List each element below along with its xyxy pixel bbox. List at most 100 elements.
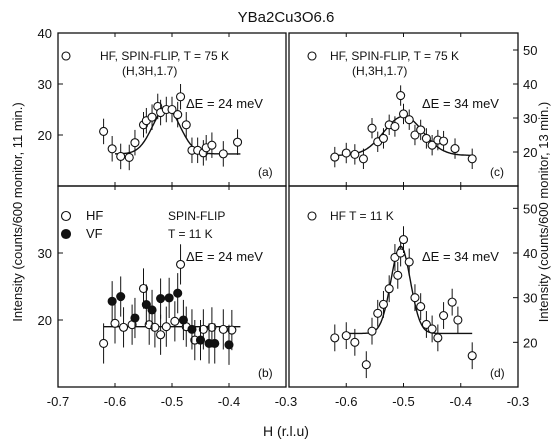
x-tick-label: -0.4 bbox=[218, 394, 240, 409]
panel-frame bbox=[288, 185, 519, 388]
y-tick-label: 20 bbox=[523, 335, 537, 350]
data-point-hf bbox=[227, 325, 237, 335]
data-point-hf bbox=[173, 110, 183, 120]
data-point-hf bbox=[396, 248, 406, 258]
data-point-hf bbox=[390, 121, 400, 132]
legend-label: HF bbox=[86, 208, 103, 223]
data-point-hf bbox=[433, 333, 443, 343]
legend-marker bbox=[307, 51, 317, 61]
y-tick-label: 50 bbox=[523, 201, 537, 216]
annotation: SPIN-FLIP bbox=[168, 209, 225, 223]
data-point-hf bbox=[398, 109, 409, 119]
data-point-hf bbox=[358, 154, 368, 164]
panel-label: (a) bbox=[258, 165, 273, 179]
data-point-hf bbox=[330, 152, 340, 162]
data-point-hf bbox=[156, 330, 166, 340]
y-tick-label: 40 bbox=[523, 246, 537, 261]
annotation: (H,3H,1.7) bbox=[352, 64, 407, 78]
data-point-hf bbox=[404, 257, 414, 267]
data-point-hf bbox=[384, 284, 394, 294]
legend-marker bbox=[307, 211, 317, 221]
data-point-hf bbox=[170, 316, 180, 326]
data-point-hf bbox=[373, 308, 383, 318]
y-axis-label-left: Intensity (counts/600 monitor, 11 min.) bbox=[10, 102, 25, 321]
data-point-hf bbox=[147, 112, 157, 122]
data-point-hf bbox=[207, 322, 217, 332]
data-point-hf bbox=[198, 324, 208, 334]
data-point-hf bbox=[119, 322, 129, 332]
x-tick-label: -0.7 bbox=[47, 394, 69, 409]
data-point-hf bbox=[378, 133, 389, 143]
y-tick-label: 30 bbox=[38, 77, 52, 92]
data-point-hf bbox=[341, 148, 351, 158]
y-tick-label: 30 bbox=[523, 111, 537, 126]
annotation: T = 11 K bbox=[168, 227, 213, 241]
panel-label: (d) bbox=[490, 366, 505, 380]
figure-title: YBa2Cu3O6.6 bbox=[238, 9, 335, 26]
annotation: ΔE = 24 meV bbox=[186, 249, 263, 264]
y-tick-label: 50 bbox=[523, 43, 537, 58]
y-tick-label: 20 bbox=[38, 313, 52, 328]
x-axis-label: H (r.l.u) bbox=[263, 423, 309, 439]
annotation: ΔE = 34 meV bbox=[422, 249, 499, 264]
y-tick-label: 20 bbox=[523, 145, 537, 160]
data-point-hf bbox=[393, 270, 403, 280]
data-point-hf bbox=[416, 302, 426, 312]
data-point-hf bbox=[396, 91, 406, 101]
legend-label: VF bbox=[86, 226, 103, 241]
annotation: ΔE = 24 meV bbox=[186, 96, 263, 111]
data-point-hf bbox=[410, 130, 420, 140]
data-point-hf bbox=[467, 154, 477, 164]
annotation: HF, SPIN-FLIP, T = 75 K bbox=[330, 49, 459, 63]
data-point-vf bbox=[187, 324, 197, 334]
data-point-vf bbox=[224, 340, 234, 350]
panel-label: (c) bbox=[490, 165, 504, 179]
data-point-hf bbox=[453, 315, 463, 325]
data-point-vf bbox=[178, 315, 188, 325]
data-point-hf bbox=[350, 149, 360, 159]
y-tick-label: 30 bbox=[523, 291, 537, 306]
annotation: HF T = 11 K bbox=[330, 209, 394, 223]
data-point-hf bbox=[439, 136, 449, 146]
legend-marker bbox=[60, 210, 72, 222]
data-point-hf bbox=[341, 331, 351, 341]
data-point-hf bbox=[398, 235, 409, 245]
data-point-vf bbox=[156, 294, 166, 304]
data-point-hf bbox=[207, 140, 217, 150]
data-point-vf bbox=[147, 305, 157, 315]
legend-marker bbox=[61, 51, 71, 61]
data-point-vf bbox=[210, 338, 220, 349]
panel-c: 20 30 40 50 HF, SPIN-FLIP, T = 75 K(H,3H,1.7… bbox=[288, 32, 537, 187]
data-point-hf bbox=[330, 333, 340, 343]
panel-b: 20 30 -0.7 -0.6 -0.5 -0.4 -0.3 SPIN-FLIP T = 11 … bbox=[38, 185, 297, 409]
data-point-hf bbox=[350, 337, 360, 347]
x-tick-label: -0.5 bbox=[392, 394, 414, 409]
data-point-vf bbox=[130, 313, 140, 323]
data-point-hf bbox=[138, 283, 149, 294]
data-point-hf bbox=[233, 137, 243, 147]
panel-d: 20 30 40 50 -0.6 -0.5 -0.4 -0.3 HF T = 11 K ΔE = … bbox=[288, 185, 537, 409]
x-tick-label: -0.5 bbox=[161, 394, 183, 409]
data-point-vf bbox=[164, 293, 174, 303]
data-point-hf bbox=[150, 322, 160, 332]
data-point-hf bbox=[110, 318, 120, 328]
annotation: (H,3H,1.7) bbox=[122, 64, 177, 78]
data-point-hf bbox=[416, 125, 426, 135]
y-tick-label: 40 bbox=[38, 26, 52, 41]
data-point-hf bbox=[181, 120, 191, 130]
data-point-hf bbox=[410, 293, 420, 303]
x-tick-label: -0.3 bbox=[275, 394, 297, 409]
data-point-vf bbox=[116, 291, 126, 302]
y-tick-label: 20 bbox=[38, 128, 52, 143]
data-point-hf bbox=[439, 310, 449, 321]
data-point-vf bbox=[195, 335, 206, 345]
y-axis-label-right: Intensity (counts/600 monitor, 13 min.) bbox=[536, 102, 551, 322]
data-point-vf bbox=[107, 296, 117, 306]
data-point-hf bbox=[367, 326, 377, 336]
x-tick-label: -0.4 bbox=[450, 394, 472, 409]
data-point-hf bbox=[99, 338, 109, 349]
data-point-hf bbox=[130, 138, 140, 148]
data-point-hf bbox=[124, 152, 134, 162]
data-point-hf bbox=[176, 259, 186, 269]
